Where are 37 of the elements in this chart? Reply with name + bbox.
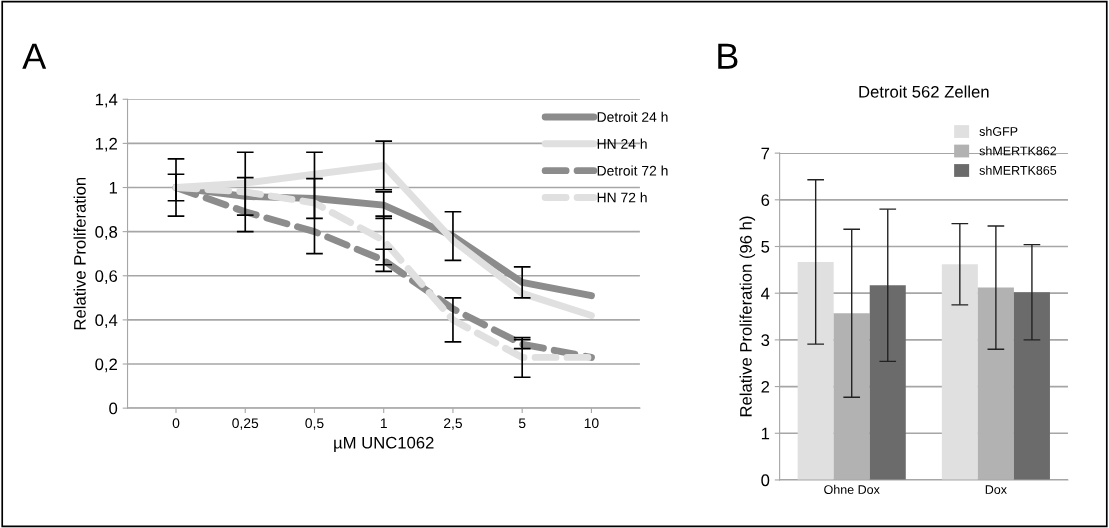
- y-tick-label: 1: [109, 182, 117, 194]
- y-axis-title: Relative Proliferation: [73, 177, 86, 330]
- x-tick-label: Dox: [985, 485, 1007, 494]
- legend-label: shMERTK865: [979, 165, 1057, 175]
- x-tick-label: 1: [380, 418, 387, 428]
- y-tick-label: 0,6: [95, 270, 118, 284]
- y-tick-label: 2: [761, 380, 770, 393]
- legend-label: HN 72 h: [597, 192, 647, 203]
- y-tick-label: 3: [761, 334, 770, 347]
- y-tick-label: 6: [761, 194, 770, 207]
- x-tick-label: 10: [584, 418, 599, 429]
- y-axis-title: Relative Proliferation (96 h): [739, 216, 756, 417]
- legend-label: Detroit 72 h: [597, 165, 668, 176]
- legend-label: HN 24 h: [597, 138, 647, 149]
- y-tick-label: 0,4: [95, 314, 118, 329]
- y-tick-label: 1,4: [95, 93, 118, 108]
- x-tick-label: 0,25: [232, 418, 259, 430]
- text: B: [718, 43, 738, 69]
- x-axis-title: µM UNC1062: [334, 436, 434, 452]
- chart-title: Detroit 562 Zellen: [859, 85, 989, 98]
- y-tick-label: 7: [761, 147, 770, 160]
- y-tick-label: 5: [761, 241, 770, 253]
- text: A: [22, 43, 47, 69]
- legend-label: shMERTK862: [979, 146, 1057, 156]
- x-tick-label: 2,5: [444, 418, 463, 430]
- y-tick-label: 0,8: [95, 226, 118, 240]
- legend-label: Detroit 24 h: [597, 111, 668, 122]
- y-tick-label: 1,2: [95, 137, 117, 152]
- x-tick-label: 0: [172, 418, 180, 429]
- x-tick-label: 5: [518, 418, 526, 429]
- y-tick-label: 0,2: [95, 358, 117, 373]
- y-tick-label: 1: [761, 427, 770, 440]
- y-tick-label: 4: [761, 287, 770, 300]
- x-tick-label: 0,5: [305, 418, 324, 430]
- x-tick-label: Ohne Dox: [824, 484, 880, 494]
- y-tick-label: 0: [109, 402, 118, 415]
- legend-label: shGFP: [979, 126, 1018, 136]
